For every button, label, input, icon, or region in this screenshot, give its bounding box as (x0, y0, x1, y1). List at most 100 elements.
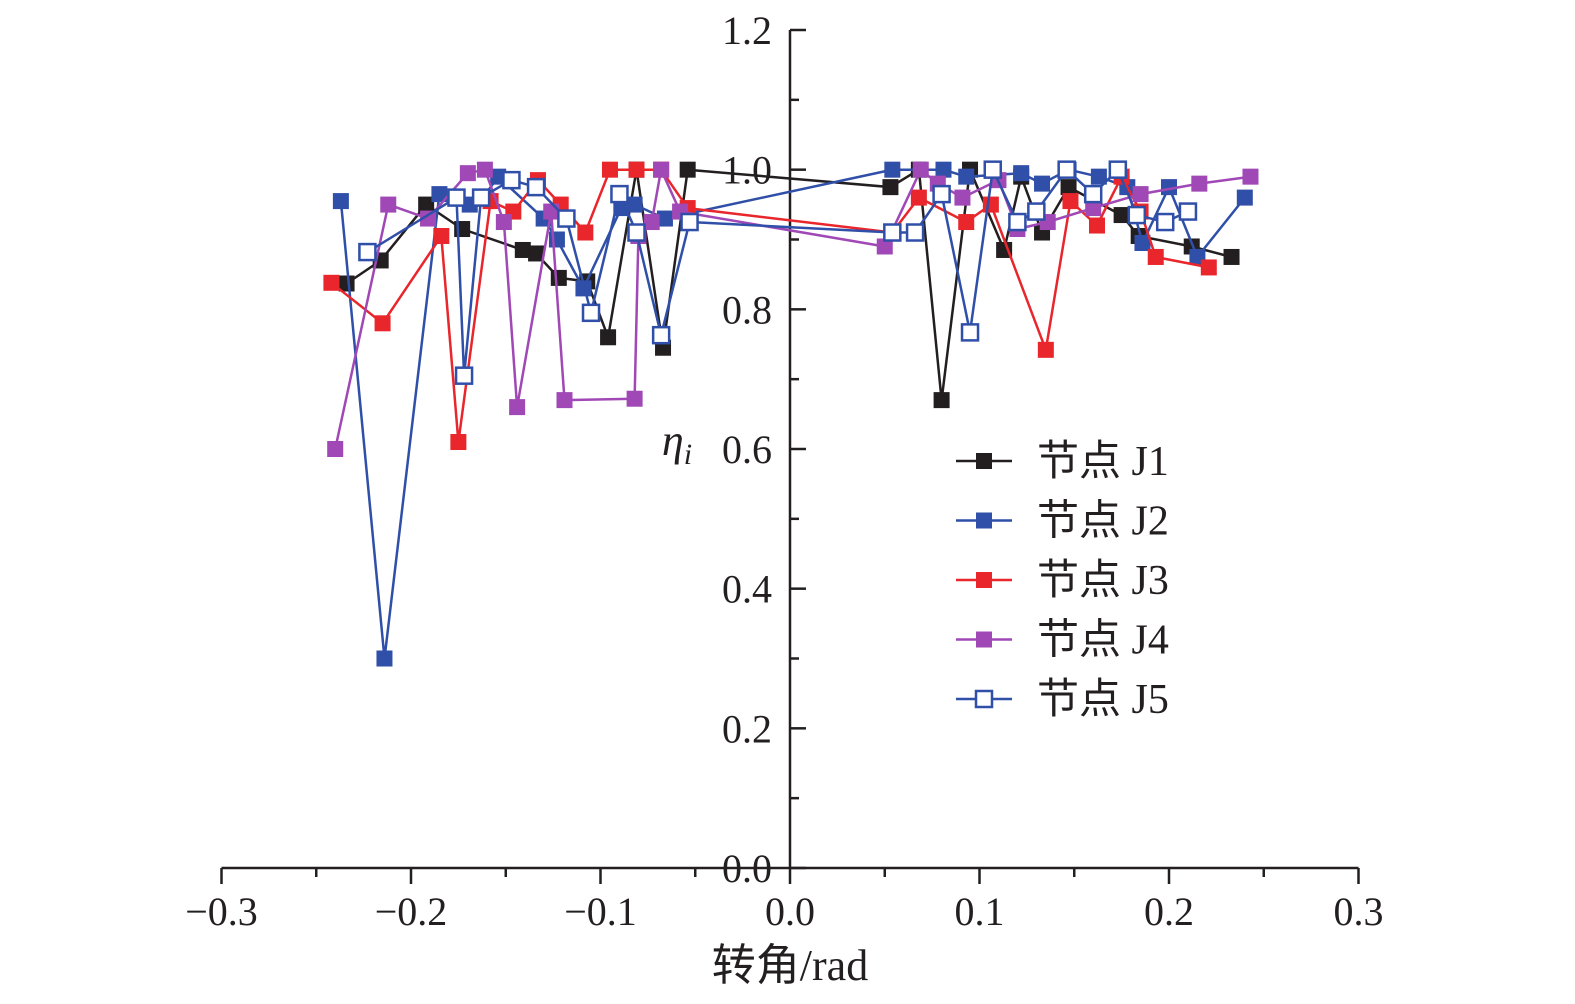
data-point (1147, 248, 1164, 265)
data-point (502, 170, 521, 190)
legend-item: 节点 J5 (956, 677, 1169, 723)
x-tick-label: −0.2 (375, 889, 448, 934)
data-point (323, 274, 340, 291)
data-point (490, 168, 507, 185)
series-3 (323, 161, 1217, 451)
y-tick-label: 1.2 (722, 8, 772, 53)
data-point (509, 399, 526, 416)
data-point (656, 210, 673, 227)
x-axis-title: 转角/rad (712, 941, 868, 990)
data-point (380, 196, 397, 213)
x-tick-label: −0.1 (564, 889, 637, 934)
y-tick-label: 1.0 (722, 148, 772, 193)
data-point (418, 196, 435, 213)
x-tick-label: 0.1 (955, 889, 1005, 934)
data-point (1088, 217, 1105, 234)
series-5 (358, 160, 1198, 385)
legend-label: 节点 J5 (1037, 677, 1169, 723)
y-axis-title: ηi (662, 416, 692, 471)
data-point (680, 212, 699, 232)
data-point (327, 441, 344, 458)
data-point (556, 392, 573, 409)
legend-item: 节点 J3 (956, 558, 1169, 604)
data-point (557, 209, 576, 228)
data-point (643, 214, 660, 231)
data-point (1113, 207, 1130, 224)
x-tick-label: 0.2 (1144, 889, 1194, 934)
legend: 节点 J1 节点 J2 节点 J3 节点 J4 节点 J5 (956, 439, 1169, 723)
y-tick-label: 0.6 (722, 427, 772, 472)
data-point (1161, 179, 1177, 196)
data-point (433, 228, 450, 245)
data-point (1191, 175, 1208, 192)
data-point (628, 161, 645, 178)
data-point (495, 214, 512, 231)
data-point (626, 196, 643, 213)
data-point (471, 188, 491, 207)
data-point (1236, 189, 1253, 206)
x-tick-label: 0.3 (1334, 889, 1384, 934)
y-tick-label: 0.8 (722, 287, 772, 332)
data-point (1108, 160, 1128, 179)
data-point (883, 223, 902, 242)
data-point (960, 323, 980, 342)
legend-marker (976, 572, 992, 588)
legend-marker (976, 453, 992, 469)
data-point (932, 184, 951, 204)
data-point (1083, 184, 1103, 204)
data-point (543, 203, 560, 220)
legend-marker (974, 689, 994, 709)
data-point (431, 186, 448, 203)
data-point (905, 223, 925, 242)
series-layer (323, 160, 1259, 667)
data-point (954, 189, 971, 206)
data-point (1037, 341, 1054, 358)
data-point (1013, 165, 1030, 182)
data-point (1155, 212, 1175, 232)
data-point (514, 241, 531, 258)
legend-label: 节点 J4 (1037, 618, 1169, 664)
data-point (476, 161, 493, 178)
data-point (1085, 200, 1102, 217)
data-point (958, 214, 975, 231)
legend-item: 节点 J1 (956, 439, 1169, 485)
data-point (982, 196, 999, 213)
data-point (958, 168, 975, 185)
data-point (420, 210, 437, 227)
series-line (345, 168, 1232, 402)
series-line (330, 168, 1210, 444)
data-point (577, 224, 594, 241)
data-point (1178, 202, 1198, 221)
legend-label: 节点 J1 (1037, 439, 1169, 485)
legend-marker (976, 631, 992, 648)
data-point (627, 223, 646, 242)
data-point (376, 650, 393, 667)
data-point (626, 390, 643, 407)
data-point (601, 161, 618, 178)
data-point (1090, 168, 1107, 185)
data-point (884, 161, 901, 178)
data-point (332, 193, 349, 210)
data-point (651, 325, 671, 345)
data-point (996, 241, 1013, 258)
data-point (1008, 212, 1027, 232)
data-point (358, 242, 377, 262)
data-point (1034, 175, 1051, 192)
data-point (459, 165, 476, 182)
data-point (935, 161, 952, 178)
data-point (610, 184, 629, 204)
data-point (1242, 168, 1259, 185)
data-point (910, 189, 927, 206)
data-point (1223, 248, 1240, 265)
legend-marker (976, 512, 992, 529)
x-tick-label: 0.0 (765, 889, 815, 934)
legend-item: 节点 J2 (956, 499, 1169, 545)
data-point (548, 231, 565, 248)
data-point (528, 245, 545, 262)
legend-label: 节点 J3 (1037, 558, 1169, 604)
x-tick-label: −0.3 (185, 889, 258, 934)
data-point (1134, 234, 1151, 251)
data-point (1057, 160, 1076, 179)
data-point (876, 238, 893, 255)
